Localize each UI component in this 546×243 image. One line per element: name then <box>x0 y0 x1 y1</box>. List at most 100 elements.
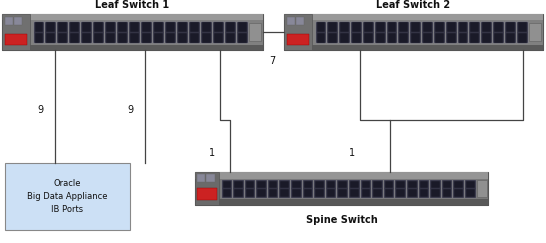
Bar <box>130 23 139 32</box>
Bar <box>106 33 115 43</box>
Bar <box>178 33 187 43</box>
Bar <box>388 23 396 32</box>
Bar <box>376 33 384 43</box>
Bar <box>446 22 456 43</box>
Bar <box>177 22 188 43</box>
Bar <box>46 33 55 43</box>
Bar <box>364 23 373 32</box>
Bar <box>5 34 27 45</box>
Bar <box>142 23 151 32</box>
Bar <box>166 23 175 32</box>
Text: Leaf Switch 1: Leaf Switch 1 <box>96 0 170 10</box>
Bar <box>529 23 541 41</box>
Bar <box>408 181 417 188</box>
Bar <box>317 33 325 43</box>
Bar <box>375 22 385 43</box>
Bar <box>361 181 370 188</box>
Bar <box>195 172 488 179</box>
Bar <box>201 22 212 43</box>
Bar <box>454 181 463 188</box>
Bar <box>315 181 324 188</box>
Bar <box>373 189 382 197</box>
Bar <box>337 180 348 198</box>
Bar <box>2 14 263 20</box>
Bar <box>189 22 200 43</box>
Bar <box>281 189 289 197</box>
Bar <box>317 23 325 32</box>
Bar <box>129 22 140 43</box>
Bar <box>195 199 488 205</box>
Bar <box>238 33 246 43</box>
Bar <box>81 22 92 43</box>
Bar <box>388 33 396 43</box>
Bar <box>364 33 373 43</box>
Bar <box>130 33 139 43</box>
Bar <box>58 33 67 43</box>
Bar <box>2 14 263 50</box>
Bar <box>482 23 491 32</box>
Bar <box>245 180 256 198</box>
Bar <box>291 180 301 198</box>
Bar <box>213 23 223 32</box>
Bar <box>435 23 444 32</box>
Bar <box>327 181 335 188</box>
Bar <box>233 180 244 198</box>
Bar <box>385 189 393 197</box>
Bar <box>419 181 428 188</box>
Bar <box>213 33 223 43</box>
Bar <box>470 22 480 43</box>
Bar <box>141 22 152 43</box>
Bar <box>225 23 235 32</box>
Bar <box>470 23 479 32</box>
Bar <box>285 15 544 51</box>
Bar <box>94 23 103 32</box>
Bar <box>34 33 44 43</box>
Bar <box>154 33 163 43</box>
Bar <box>431 181 440 188</box>
Bar <box>351 22 362 43</box>
Bar <box>361 189 370 197</box>
Bar <box>195 172 219 205</box>
Bar <box>422 22 433 43</box>
Bar <box>196 173 489 206</box>
Bar <box>69 22 80 43</box>
Bar <box>423 23 432 32</box>
Text: Oracle
Big Data Appliance
IB Ports: Oracle Big Data Appliance IB Ports <box>27 180 108 214</box>
Text: Spine Switch: Spine Switch <box>306 215 377 225</box>
Bar <box>385 181 393 188</box>
Bar <box>268 180 278 198</box>
Text: 7: 7 <box>269 56 275 66</box>
Bar <box>223 189 231 197</box>
Bar <box>284 14 312 50</box>
Bar <box>284 45 543 50</box>
Bar <box>201 33 211 43</box>
Bar <box>296 17 304 25</box>
Bar <box>314 180 325 198</box>
Bar <box>447 23 455 32</box>
Bar <box>431 189 440 197</box>
Bar <box>236 22 247 43</box>
Bar <box>292 189 301 197</box>
Bar <box>328 23 337 32</box>
Bar <box>118 33 127 43</box>
Bar <box>419 180 429 198</box>
Bar <box>419 189 428 197</box>
Bar <box>410 22 421 43</box>
Bar <box>408 189 417 197</box>
Bar <box>165 22 176 43</box>
Bar <box>339 181 347 188</box>
Bar <box>304 189 312 197</box>
Bar <box>447 33 455 43</box>
Bar <box>350 181 359 188</box>
Bar <box>234 189 242 197</box>
Bar <box>453 180 464 198</box>
Bar <box>482 33 491 43</box>
Bar <box>339 189 347 197</box>
Bar <box>70 23 79 32</box>
Bar <box>190 33 199 43</box>
Bar <box>459 33 467 43</box>
Bar <box>326 180 336 198</box>
Text: 1: 1 <box>209 148 215 158</box>
Bar <box>292 181 301 188</box>
Bar <box>106 23 115 32</box>
